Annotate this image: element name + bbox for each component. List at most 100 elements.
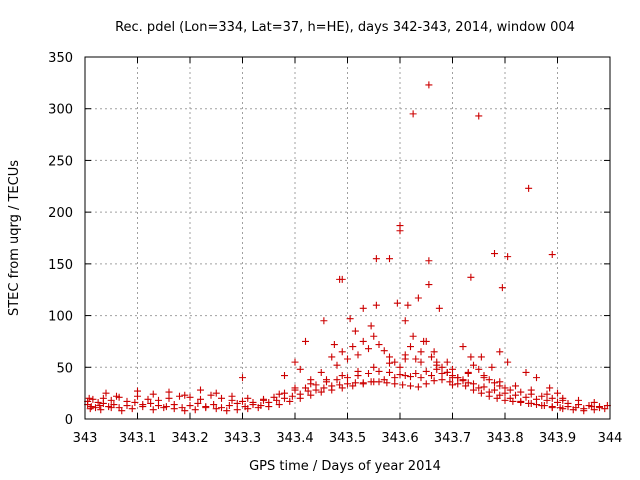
data-point [559, 396, 567, 404]
data-point [197, 386, 204, 394]
points-layer [84, 81, 611, 415]
data-point [601, 405, 609, 413]
data-point [155, 396, 162, 404]
data-point [454, 374, 462, 382]
data-point [391, 358, 399, 366]
data-point [107, 396, 115, 404]
data-point [412, 369, 420, 377]
data-point [275, 401, 283, 409]
data-point [596, 403, 603, 411]
data-point [428, 353, 435, 361]
data-point [176, 392, 183, 400]
data-point [96, 402, 104, 410]
data-point [533, 374, 540, 382]
data-point [291, 358, 299, 366]
data-point [422, 367, 430, 375]
data-point [365, 345, 372, 353]
data-point [501, 384, 509, 392]
labels-layer: 343 343.1 343.2 343.3 343.4 343.5 343.6 343.7 34… [48, 51, 622, 446]
data-point [506, 394, 514, 402]
data-point [585, 402, 593, 410]
data-point [409, 110, 417, 118]
data-point [249, 398, 257, 406]
x-tick-label: 343.1 [119, 431, 156, 446]
data-point [407, 343, 414, 351]
y-tick-label: 200 [48, 206, 73, 221]
data-point [323, 376, 330, 384]
data-point [504, 358, 512, 366]
data-point [564, 399, 572, 407]
data-point [225, 402, 233, 410]
data-point [359, 337, 367, 345]
data-point [354, 367, 362, 375]
data-point [425, 81, 433, 89]
data-point [307, 376, 315, 384]
data-point [123, 397, 131, 405]
x-tick-label: 343.9 [539, 431, 576, 446]
data-point [281, 389, 288, 397]
y-tick-label: 300 [48, 103, 73, 118]
data-point [349, 343, 357, 351]
data-point [475, 384, 483, 392]
data-point [320, 317, 328, 325]
data-point [470, 386, 477, 394]
data-point [94, 398, 102, 406]
data-point [260, 396, 267, 404]
data-point [391, 380, 399, 388]
data-point [223, 407, 231, 415]
data-point [302, 337, 309, 345]
data-point [517, 388, 525, 396]
data-point [134, 387, 141, 395]
data-point [396, 227, 404, 235]
data-point [506, 386, 514, 394]
data-point [165, 388, 173, 396]
data-point [107, 404, 115, 412]
x-axis-title: GPS time / Days of year 2014 [249, 459, 441, 474]
data-point [480, 383, 488, 391]
data-point [349, 382, 357, 390]
data-point [244, 405, 252, 413]
data-point [443, 368, 451, 376]
data-point [254, 404, 262, 412]
data-point [338, 384, 346, 392]
data-point [470, 361, 477, 369]
data-point [359, 380, 367, 388]
data-point [475, 112, 483, 120]
data-point [554, 398, 561, 406]
data-point [286, 397, 294, 405]
data-point [420, 337, 428, 345]
data-point [375, 341, 383, 349]
data-point [504, 253, 512, 261]
data-point [386, 368, 393, 376]
data-point [393, 299, 401, 307]
data-point [239, 374, 246, 382]
data-point [344, 355, 351, 363]
data-point [149, 390, 157, 398]
data-point [181, 407, 189, 415]
data-point [496, 382, 504, 390]
data-point [512, 391, 519, 399]
data-point [488, 363, 496, 371]
data-point [438, 376, 446, 384]
ticks-layer [84, 56, 611, 420]
data-point [401, 317, 409, 325]
data-point [475, 365, 483, 373]
data-point [354, 351, 362, 359]
data-point [212, 389, 220, 397]
data-point [443, 358, 451, 366]
data-point [244, 394, 252, 402]
data-point [197, 395, 204, 403]
data-point [464, 379, 472, 387]
data-point [485, 376, 493, 384]
y-tick-label: 100 [48, 310, 73, 325]
data-point [207, 391, 215, 399]
data-point [372, 255, 380, 263]
data-point [548, 404, 556, 412]
data-point [85, 394, 93, 402]
data-point [375, 367, 383, 375]
data-point [328, 353, 336, 361]
y-tick-label: 0 [65, 413, 73, 428]
data-point [554, 389, 561, 397]
data-point [186, 393, 194, 401]
data-point [367, 322, 375, 330]
